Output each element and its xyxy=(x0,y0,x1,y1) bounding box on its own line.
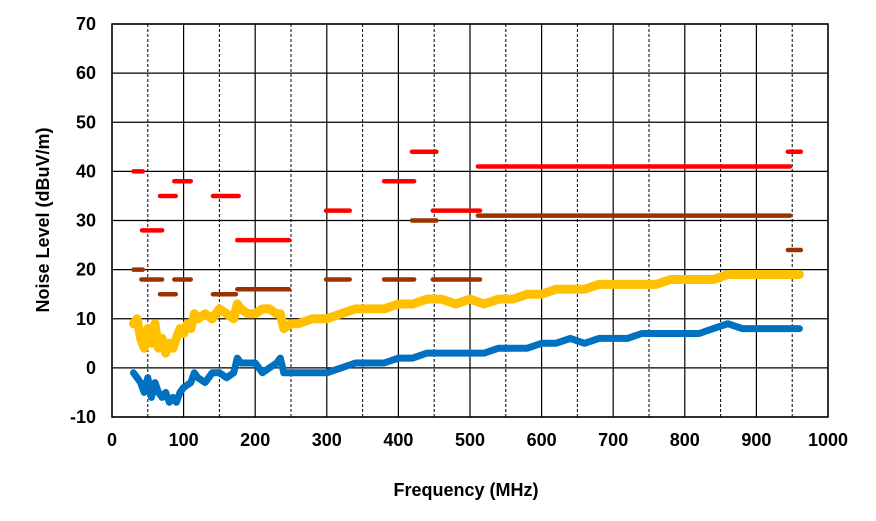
x-axis-label: Frequency (MHz) xyxy=(393,480,538,500)
x-tick-label: 1000 xyxy=(808,430,848,450)
x-tick-label: 0 xyxy=(107,430,117,450)
x-tick-label: 200 xyxy=(240,430,270,450)
x-tick-label: 100 xyxy=(169,430,199,450)
x-tick-labels: 0 100 200 300 400 500 600 700 800 900 1000 xyxy=(107,430,848,450)
x-tick-label: 300 xyxy=(312,430,342,450)
x-tick-label: 700 xyxy=(598,430,628,450)
limit-lines xyxy=(131,149,804,297)
y-tick-label: 70 xyxy=(76,14,96,34)
y-tick-label: 10 xyxy=(76,309,96,329)
plot-frame xyxy=(111,23,829,418)
y-tick-label: 30 xyxy=(76,211,96,231)
traces xyxy=(129,270,804,406)
trace-line xyxy=(129,270,804,358)
x-tick-label: 900 xyxy=(741,430,771,450)
y-tick-label: 40 xyxy=(76,161,96,181)
trace-line xyxy=(130,320,803,406)
grid xyxy=(111,23,829,418)
x-tick-label: 500 xyxy=(455,430,485,450)
y-tick-label: 50 xyxy=(76,112,96,132)
y-tick-label: 0 xyxy=(86,358,96,378)
y-tick-labels: -10 0 10 20 30 40 50 60 70 xyxy=(70,14,96,427)
y-axis-label: Noise Level (dBuV/m) xyxy=(33,127,53,312)
x-tick-label: 400 xyxy=(383,430,413,450)
y-tick-label: 60 xyxy=(76,63,96,83)
x-tick-label: 800 xyxy=(670,430,700,450)
x-tick-label: 600 xyxy=(527,430,557,450)
y-tick-label: -10 xyxy=(70,407,96,427)
y-tick-label: 20 xyxy=(76,260,96,280)
